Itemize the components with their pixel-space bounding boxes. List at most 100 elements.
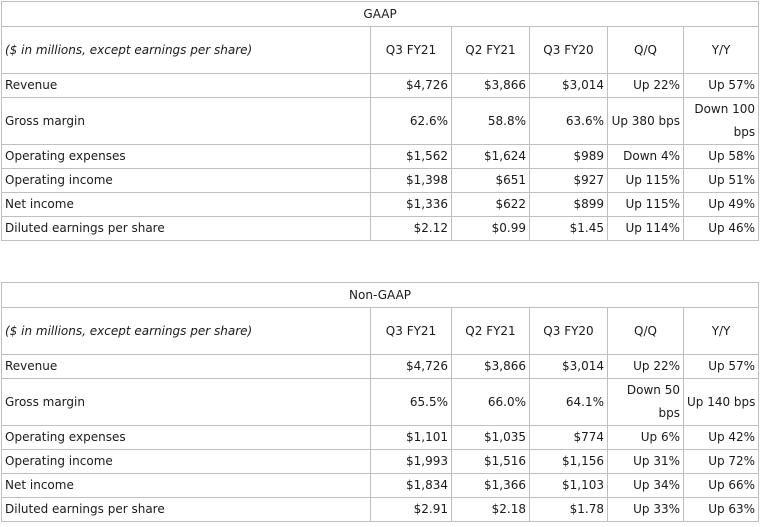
row-label: Diluted earnings per share [1, 497, 371, 522]
table-cell: $1,834 [370, 473, 452, 498]
row-label: Net income [1, 192, 371, 217]
table-cell: Up 46% [682, 216, 760, 241]
column-header: Q3 FY20 [529, 307, 608, 355]
table-cell: $3,866 [451, 73, 530, 98]
table-row: Diluted earnings per share $2.12 $0.99 $… [1, 216, 760, 241]
table-cell: 58.8% [451, 97, 530, 145]
row-label: Operating income [1, 168, 371, 193]
table-cell: $4,726 [370, 73, 452, 98]
table-cell: 63.6% [529, 97, 608, 145]
table-cell: $1,156 [529, 449, 608, 474]
table-cell: $1,035 [451, 425, 530, 450]
table-cell: Up 49% [682, 192, 760, 217]
unit-label: ($ in millions, except earnings per shar… [1, 26, 371, 74]
column-header: Q2 FY21 [451, 26, 530, 74]
table-cell: Up 140 bps [682, 378, 760, 426]
column-header: Q/Q [607, 307, 684, 355]
table-cell: $0.99 [451, 216, 530, 241]
table-cell: $1,103 [529, 473, 608, 498]
table-cell: Up 31% [607, 449, 684, 474]
table-cell: Up 380 bps [607, 97, 684, 145]
table-cell: Up 66% [682, 473, 760, 498]
table-title-row: GAAP [0, 1, 760, 27]
table-cell: $3,014 [529, 354, 608, 379]
table-cell: $1,366 [451, 473, 530, 498]
table-cell: $2.12 [370, 216, 452, 241]
column-header: Q3 FY21 [370, 307, 452, 355]
table-title: GAAP [0, 1, 760, 27]
gaap-table: GAAP ($ in millions, except earnings per… [0, 1, 760, 241]
table-cell: 62.6% [370, 97, 452, 145]
table-cell: $1,516 [451, 449, 530, 474]
table-cell: $4,726 [370, 354, 452, 379]
table-row: Operating expenses $1,101 $1,035 $774 Up… [1, 425, 760, 450]
header-row: ($ in millions, except earnings per shar… [1, 26, 760, 74]
table-cell: Up 57% [682, 354, 760, 379]
row-label: Gross margin [1, 97, 371, 145]
column-header: Q3 FY21 [370, 26, 452, 74]
table-cell: 64.1% [529, 378, 608, 426]
table-cell: Up 63% [682, 497, 760, 522]
row-label: Net income [1, 473, 371, 498]
table-row: Revenue $4,726 $3,866 $3,014 Up 22% Up 5… [1, 354, 760, 379]
table-cell: Down 100 bps [682, 97, 760, 145]
table-cell: Up 58% [682, 144, 760, 169]
table-cell: Up 22% [607, 73, 684, 98]
table-cell: $3,866 [451, 354, 530, 379]
table-cell: $1,562 [370, 144, 452, 169]
table-row: Operating income $1,993 $1,516 $1,156 Up… [1, 449, 760, 474]
table-row: Gross margin 65.5% 66.0% 64.1% Down 50 b… [1, 378, 760, 426]
table-cell: 66.0% [451, 378, 530, 426]
table-cell: $1.78 [529, 497, 608, 522]
column-header: Q/Q [607, 26, 684, 74]
table-cell: $1.45 [529, 216, 608, 241]
row-label: Operating expenses [1, 425, 371, 450]
column-header: Y/Y [682, 307, 760, 355]
unit-label: ($ in millions, except earnings per shar… [1, 307, 371, 355]
table-cell: $1,101 [370, 425, 452, 450]
non-gaap-table: Non-GAAP ($ in millions, except earnings… [0, 282, 760, 522]
table-cell: Up 22% [607, 354, 684, 379]
table-cell: $622 [451, 192, 530, 217]
table-cell: $2.18 [451, 497, 530, 522]
table-title: Non-GAAP [0, 282, 760, 308]
table-cell: $1,398 [370, 168, 452, 193]
table-cell: $2.91 [370, 497, 452, 522]
table-cell: Up 115% [607, 168, 684, 193]
table-cell: $1,993 [370, 449, 452, 474]
row-label: Operating expenses [1, 144, 371, 169]
table-cell: 65.5% [370, 378, 452, 426]
table-cell: Up 57% [682, 73, 760, 98]
row-label: Diluted earnings per share [1, 216, 371, 241]
table-cell: Down 4% [607, 144, 684, 169]
table-cell: $651 [451, 168, 530, 193]
table-row: Net income $1,336 $622 $899 Up 115% Up 4… [1, 192, 760, 217]
table-cell: Up 72% [682, 449, 760, 474]
table-cell: $927 [529, 168, 608, 193]
table-title-row: Non-GAAP [0, 282, 760, 308]
table-cell: $989 [529, 144, 608, 169]
table-row: Operating income $1,398 $651 $927 Up 115… [1, 168, 760, 193]
table-row: Operating expenses $1,562 $1,624 $989 Do… [1, 144, 760, 169]
table-row: Gross margin 62.6% 58.8% 63.6% Up 380 bp… [1, 97, 760, 145]
table-cell: $1,336 [370, 192, 452, 217]
table-row: Revenue $4,726 $3,866 $3,014 Up 22% Up 5… [1, 73, 760, 98]
table-cell: Up 114% [607, 216, 684, 241]
table-cell: Up 6% [607, 425, 684, 450]
column-header: Y/Y [682, 26, 760, 74]
table-cell: $3,014 [529, 73, 608, 98]
table-cell: Up 42% [682, 425, 760, 450]
table-cell: $1,624 [451, 144, 530, 169]
table-cell: Up 115% [607, 192, 684, 217]
column-header: Q3 FY20 [529, 26, 608, 74]
table-cell: Down 50 bps [607, 378, 684, 426]
table-cell: Up 33% [607, 497, 684, 522]
table-row: Diluted earnings per share $2.91 $2.18 $… [1, 497, 760, 522]
table-cell: $774 [529, 425, 608, 450]
row-label: Gross margin [1, 378, 371, 426]
row-label: Revenue [1, 354, 371, 379]
table-row: Net income $1,834 $1,366 $1,103 Up 34% U… [1, 473, 760, 498]
column-header: Q2 FY21 [451, 307, 530, 355]
table-cell: $899 [529, 192, 608, 217]
table-cell: Up 34% [607, 473, 684, 498]
